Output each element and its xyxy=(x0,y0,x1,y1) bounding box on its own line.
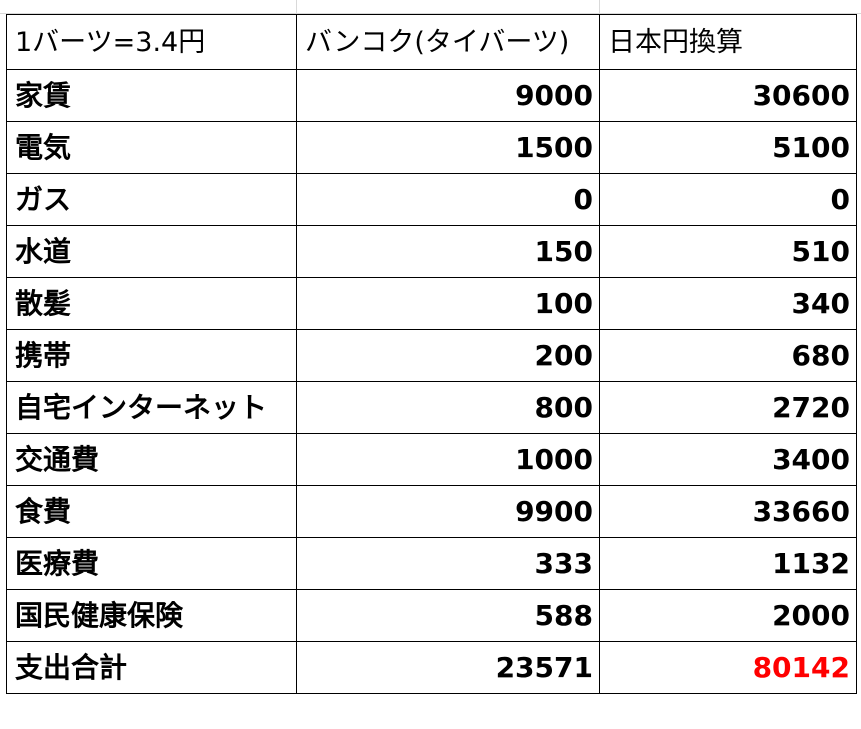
header-bangkok-cell[interactable]: バンコク(タイバーツ) xyxy=(296,14,600,70)
row-jpy-cell[interactable]: 510 xyxy=(599,225,857,278)
living-cost-table: 1バーツ=3.4円 バンコク(タイバーツ) 日本円換算 家賃 9000 3060… xyxy=(6,14,857,694)
row-label-cell[interactable]: 国民健康保険 xyxy=(6,589,297,642)
table-row: 家賃 9000 30600 xyxy=(6,69,857,122)
table-row: 自宅インターネット 800 2720 xyxy=(6,381,857,434)
row-label-cell[interactable]: 食費 xyxy=(6,485,297,538)
row-jpy-cell[interactable]: 33660 xyxy=(599,485,857,538)
row-thb-cell[interactable]: 200 xyxy=(296,329,600,382)
table-row: 国民健康保険 588 2000 xyxy=(6,589,857,642)
table-row: 医療費 333 1132 xyxy=(6,537,857,590)
table-row: 携帯 200 680 xyxy=(6,329,857,382)
row-thb-cell[interactable]: 1500 xyxy=(296,121,600,174)
row-label-cell[interactable]: 家賃 xyxy=(6,69,297,122)
row-jpy-cell[interactable]: 5100 xyxy=(599,121,857,174)
row-thb-cell[interactable]: 100 xyxy=(296,277,600,330)
row-thb-cell[interactable]: 588 xyxy=(296,589,600,642)
row-thb-cell[interactable]: 0 xyxy=(296,173,600,226)
row-jpy-cell[interactable]: 340 xyxy=(599,277,857,330)
table-row: 食費 9900 33660 xyxy=(6,485,857,538)
row-jpy-cell[interactable]: 2720 xyxy=(599,381,857,434)
total-row: 支出合計 23571 80142 xyxy=(6,641,857,694)
row-label-cell[interactable]: ガス xyxy=(6,173,297,226)
table-row: 水道 150 510 xyxy=(6,225,857,278)
row-jpy-cell[interactable]: 0 xyxy=(599,173,857,226)
header-row: 1バーツ=3.4円 バンコク(タイバーツ) 日本円換算 xyxy=(6,14,857,70)
header-jpy-cell[interactable]: 日本円換算 xyxy=(599,14,857,70)
table-row: 電気 1500 5100 xyxy=(6,121,857,174)
row-label-cell[interactable]: 携帯 xyxy=(6,329,297,382)
row-label-cell[interactable]: 散髪 xyxy=(6,277,297,330)
total-thb-cell[interactable]: 23571 xyxy=(296,641,600,694)
row-thb-cell[interactable]: 333 xyxy=(296,537,600,590)
gridline xyxy=(599,0,600,14)
row-thb-cell[interactable]: 150 xyxy=(296,225,600,278)
row-thb-cell[interactable]: 800 xyxy=(296,381,600,434)
row-jpy-cell[interactable]: 1132 xyxy=(599,537,857,590)
row-jpy-cell[interactable]: 680 xyxy=(599,329,857,382)
top-gridline-row xyxy=(0,0,861,14)
row-jpy-cell[interactable]: 30600 xyxy=(599,69,857,122)
row-label-cell[interactable]: 電気 xyxy=(6,121,297,174)
header-rate-cell[interactable]: 1バーツ=3.4円 xyxy=(6,14,297,70)
table-row: ガス 0 0 xyxy=(6,173,857,226)
table-row: 散髪 100 340 xyxy=(6,277,857,330)
row-label-cell[interactable]: 医療費 xyxy=(6,537,297,590)
row-thb-cell[interactable]: 9000 xyxy=(296,69,600,122)
row-label-cell[interactable]: 自宅インターネット xyxy=(6,381,297,434)
total-jpy-cell[interactable]: 80142 xyxy=(599,641,857,694)
row-thb-cell[interactable]: 1000 xyxy=(296,433,600,486)
row-thb-cell[interactable]: 9900 xyxy=(296,485,600,538)
table-row: 交通費 1000 3400 xyxy=(6,433,857,486)
total-label-cell[interactable]: 支出合計 xyxy=(6,641,297,694)
row-jpy-cell[interactable]: 3400 xyxy=(599,433,857,486)
row-label-cell[interactable]: 交通費 xyxy=(6,433,297,486)
row-jpy-cell[interactable]: 2000 xyxy=(599,589,857,642)
gridline xyxy=(296,0,297,14)
row-label-cell[interactable]: 水道 xyxy=(6,225,297,278)
